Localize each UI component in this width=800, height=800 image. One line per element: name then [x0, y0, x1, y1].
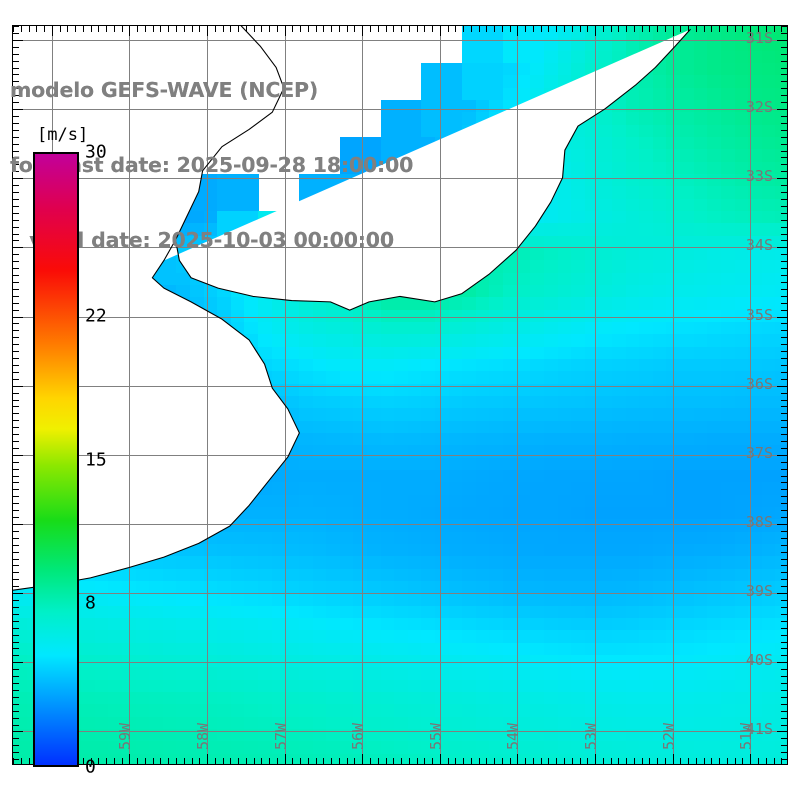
title-model: modelo GEFS-WAVE (NCEP) [10, 78, 318, 102]
colorbar-tick: 30 [85, 141, 107, 163]
longitude-label: 54W [504, 722, 523, 750]
longitude-label: 57W [271, 722, 290, 750]
latitude-label: 31S [745, 28, 773, 47]
colorbar-tick: 8 [85, 592, 96, 614]
latitude-label: 40S [745, 651, 773, 670]
latitude-label: 32S [745, 98, 773, 116]
colorbar-unit-label: [m/s] [37, 125, 89, 145]
latitude-label: 41S [745, 720, 773, 739]
colorbar-tick: 0 [85, 756, 96, 778]
colorbar-tick: 22 [85, 305, 107, 327]
latitude-label: 35S [745, 305, 773, 324]
latitude-label: 36S [745, 374, 773, 393]
longitude-label: 52W [659, 722, 678, 750]
latitude-label: 39S [745, 582, 773, 601]
longitude-label: 56W [349, 722, 368, 750]
latitude-label: 38S [745, 512, 773, 531]
latitude-label: 37S [745, 443, 773, 462]
latitude-label: 34S [745, 236, 773, 255]
longitude-label: 55W [426, 722, 445, 750]
longitude-label: 51W [737, 722, 756, 750]
longitude-label: 53W [582, 722, 600, 750]
longitude-label: 59W [116, 722, 135, 750]
colorbar[interactable]: [m/s] 30 22 15 8 0 [33, 125, 107, 778]
colorbar-gradient[interactable] [33, 152, 79, 767]
longitude-label: 58W [194, 722, 212, 750]
latitude-label: 33S [745, 167, 773, 186]
colorbar-tick: 15 [85, 449, 107, 470]
